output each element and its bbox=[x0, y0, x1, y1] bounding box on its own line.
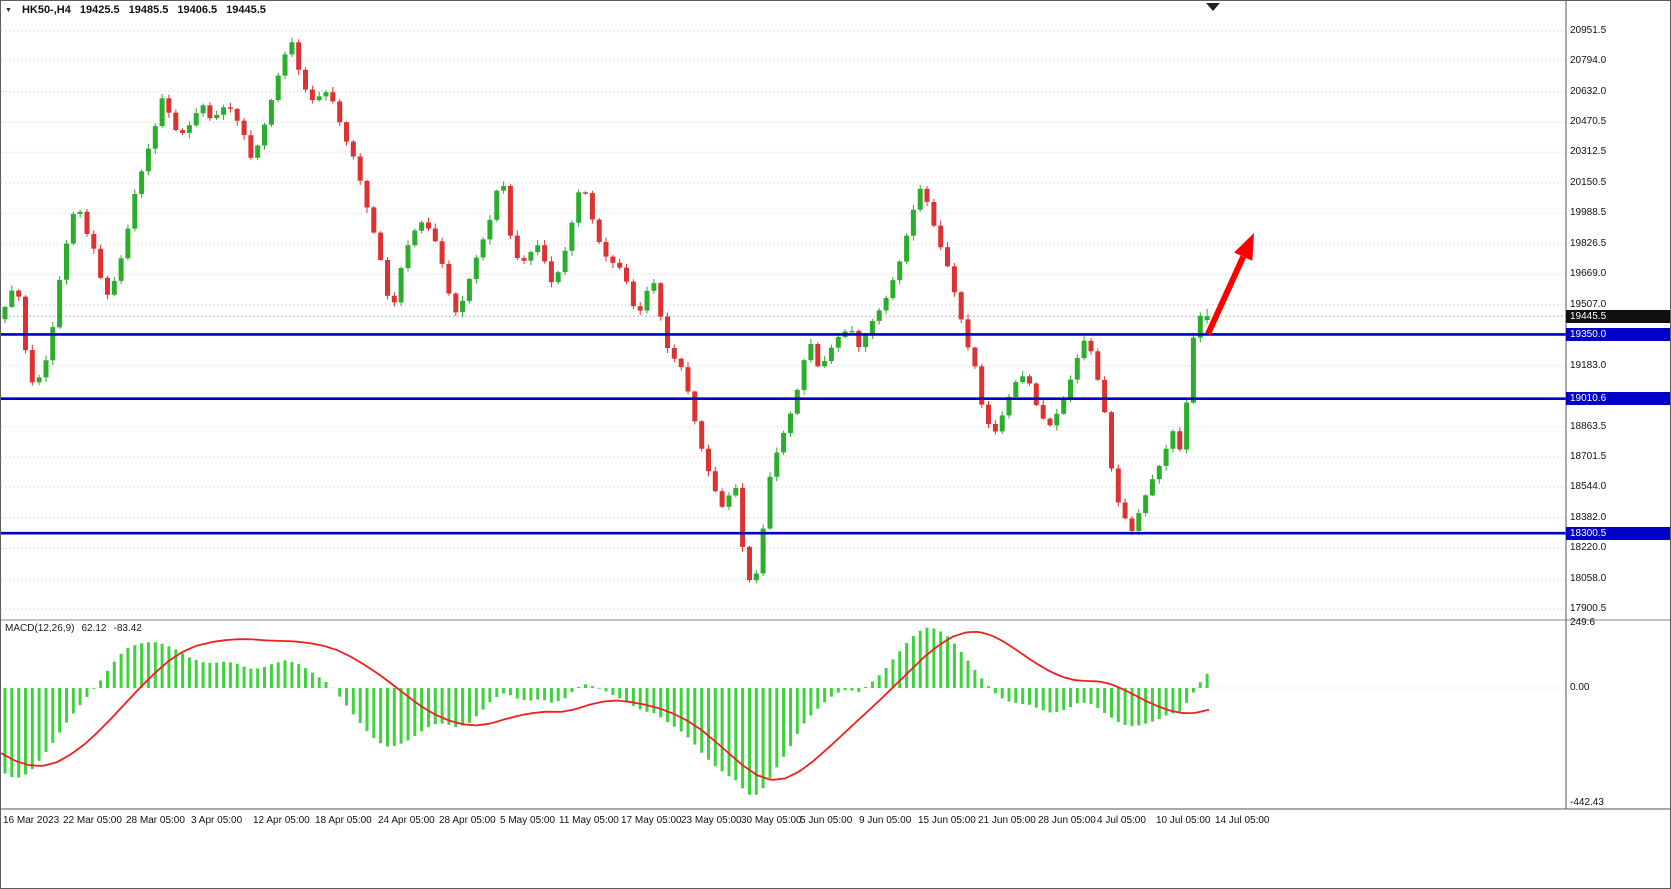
current-price-badge: 19445.5 bbox=[1566, 309, 1670, 323]
time-axis-label: 28 Jun 05:00 bbox=[1038, 815, 1096, 826]
price-tick-label: 18382.0 bbox=[1570, 511, 1607, 523]
hline-price-badge: 19350.0 bbox=[1566, 327, 1670, 341]
price-tick-label: 18544.0 bbox=[1570, 481, 1607, 493]
price-tick-label: 19669.0 bbox=[1570, 267, 1607, 279]
time-axis-label: 23 May 05:00 bbox=[681, 815, 742, 826]
macd-histogram bbox=[3, 627, 1209, 795]
time-axis-label: 16 Mar 2023 bbox=[3, 815, 60, 826]
time-axis-label: 14 Jul 05:00 bbox=[1215, 815, 1270, 826]
price-tick-label: 17900.5 bbox=[1570, 603, 1607, 614]
time-axis-label: 11 May 05:00 bbox=[559, 815, 619, 826]
price-tick-label: 19988.5 bbox=[1570, 207, 1607, 219]
time-axis-label: 28 Mar 05:00 bbox=[126, 815, 185, 826]
price-tick-label: 19183.0 bbox=[1570, 360, 1607, 372]
ohlc-low: 19406.5 bbox=[177, 4, 218, 16]
macd-axis-label: 249.6 bbox=[1570, 617, 1596, 629]
macd-signal-line bbox=[1, 631, 1210, 781]
collapse-indicator-icon[interactable]: ▼ bbox=[5, 6, 12, 14]
trend-arrow[interactable] bbox=[1205, 233, 1254, 336]
price-tick-label: 18220.0 bbox=[1570, 542, 1607, 554]
price-tick-label: 19826.5 bbox=[1570, 238, 1607, 250]
time-axis-label: 30 May 05:00 bbox=[741, 815, 802, 826]
price-tick-label: 18058.0 bbox=[1570, 573, 1607, 585]
time-axis-label: 28 Apr 05:00 bbox=[439, 815, 496, 826]
chart-shift-marker[interactable] bbox=[1206, 3, 1220, 11]
symbol-timeframe: HK50-,H4 bbox=[21, 4, 71, 16]
time-axis-label: 3 Apr 05:00 bbox=[191, 815, 243, 826]
time-axis-label: 17 May 05:00 bbox=[621, 815, 682, 826]
time-axis-label: 5 Jun 05:00 bbox=[800, 815, 853, 826]
price-tick-label: 19507.0 bbox=[1570, 298, 1607, 310]
time-axis-label: 15 Jun 05:00 bbox=[918, 815, 976, 826]
price-tick-label: 20150.5 bbox=[1570, 176, 1607, 188]
macd-axis-label: 0.00 bbox=[1570, 682, 1590, 693]
price-tick-label: 20632.0 bbox=[1570, 85, 1607, 97]
macd-main-value: 62.12 bbox=[81, 623, 107, 634]
time-axis-label: 22 Mar 05:00 bbox=[63, 815, 122, 826]
ohlc-open: 19425.5 bbox=[79, 4, 120, 16]
price-tick-label: 20794.0 bbox=[1570, 54, 1607, 66]
time-axis-label: 18 Apr 05:00 bbox=[315, 815, 372, 826]
time-axis-label: 5 May 05:00 bbox=[500, 815, 556, 826]
support-resistance-lines[interactable] bbox=[1, 333, 1566, 535]
macd-axis-label: -442.43 bbox=[1570, 797, 1604, 809]
time-axis-label: 24 Apr 05:00 bbox=[378, 815, 435, 826]
price-tick-label: 20470.5 bbox=[1570, 116, 1607, 128]
macd-name: MACD(12,26,9) bbox=[5, 623, 75, 634]
time-axis-label: 9 Jun 05:00 bbox=[859, 815, 912, 826]
candles-layer bbox=[2, 37, 1210, 584]
chart-header: ▼ HK50-,H4 19425.5 19485.5 19406.5 19445… bbox=[5, 4, 266, 16]
macd-signal-value: -83.42 bbox=[113, 623, 142, 634]
grid-layer bbox=[1, 30, 1566, 689]
price-tick-label: 18863.5 bbox=[1570, 420, 1607, 432]
hline-price-badge: 18300.5 bbox=[1566, 526, 1670, 540]
hline-price-badge: 19010.6 bbox=[1566, 392, 1670, 406]
ohlc-high: 19485.5 bbox=[128, 4, 169, 16]
time-axis-label: 21 Jun 05:00 bbox=[978, 815, 1036, 826]
price-tick-label: 18701.5 bbox=[1570, 451, 1607, 463]
time-axis-label: 4 Jul 05:00 bbox=[1097, 815, 1146, 826]
ohlc-close: 19445.5 bbox=[226, 4, 266, 16]
time-axis-label: 12 Apr 05:00 bbox=[253, 815, 310, 826]
time-axis-label: 10 Jul 05:00 bbox=[1156, 815, 1211, 826]
price-tick-label: 20951.5 bbox=[1570, 25, 1607, 36]
macd-indicator-label: MACD(12,26,9) 62.12 -83.42 bbox=[5, 623, 142, 634]
price-tick-label: 20312.5 bbox=[1570, 146, 1607, 158]
